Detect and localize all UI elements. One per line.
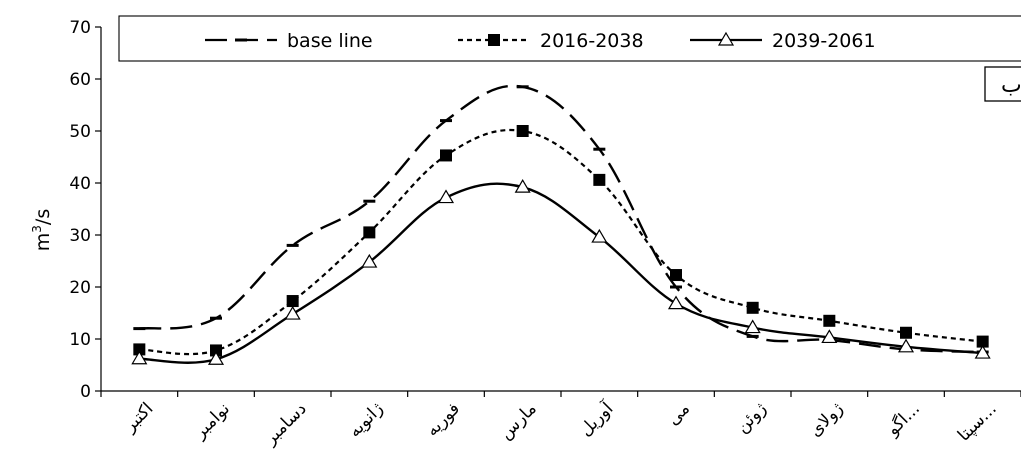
data-point-square (746, 301, 759, 314)
data-point-square (976, 335, 989, 348)
y-tick-label: 10 (69, 330, 91, 350)
data-point-triangle (284, 305, 301, 320)
panel-label-text: ب (1001, 73, 1021, 98)
y-axis-label-text: m3/s (30, 209, 54, 251)
y-tick-label: 0 (80, 382, 91, 402)
y-axis-label-base: m (32, 233, 54, 252)
data-point-square (516, 125, 529, 137)
legend-marker (488, 34, 500, 46)
legend-marker (717, 31, 735, 46)
y-tick-label: 50 (69, 122, 91, 142)
legend: base line 2016-2038 2039-2061 (118, 15, 1021, 62)
data-point-triangle (437, 189, 455, 204)
panel-label: ب (984, 66, 1021, 102)
y-tick-label: 30 (69, 226, 91, 246)
y-axis-label: m3/s (30, 209, 54, 251)
series-layer (131, 84, 991, 365)
data-point-triangle (667, 295, 685, 310)
series-3 (131, 178, 991, 365)
data-point-square (210, 344, 222, 357)
data-point-triangle (207, 351, 225, 365)
data-point-square (363, 226, 376, 239)
series-2 (133, 125, 989, 357)
y-tick-label: 20 (69, 278, 91, 298)
data-point-square (823, 314, 836, 327)
legend-item-2: 2016-2038 (458, 30, 644, 52)
legend-label: 2016-2038 (540, 30, 644, 52)
data-point-triangle (974, 344, 991, 359)
y-tick-label: 70 (69, 18, 91, 38)
data-point-triangle (821, 329, 838, 344)
data-point-triangle (744, 319, 761, 334)
data-point-square (670, 269, 682, 282)
data-point-square (133, 343, 146, 356)
data-point-square (286, 295, 299, 308)
y-tick-label: 60 (69, 70, 91, 90)
data-point-square (440, 149, 452, 162)
data-point-triangle (514, 178, 531, 193)
y-tick-label: 40 (69, 174, 91, 194)
legend-label: 2039-2061 (772, 30, 876, 52)
data-point-triangle (131, 350, 148, 365)
legend-box (118, 15, 1021, 62)
panel-label-box (984, 66, 1021, 102)
data-point-triangle (591, 228, 608, 243)
data-point-square (900, 326, 912, 339)
data-point-triangle (361, 253, 378, 268)
legend-label: base line (287, 30, 373, 52)
y-axis-label-rest: /s (32, 209, 54, 225)
data-point-square (593, 173, 606, 186)
legend-items: base line 2016-2038 2039-2061 (205, 30, 876, 52)
data-point-triangle (897, 338, 915, 353)
legend-item-3: 2039-2061 (690, 30, 876, 52)
y-axis-label-superscript: 3 (30, 225, 44, 233)
legend-item-1: base line (205, 30, 373, 52)
